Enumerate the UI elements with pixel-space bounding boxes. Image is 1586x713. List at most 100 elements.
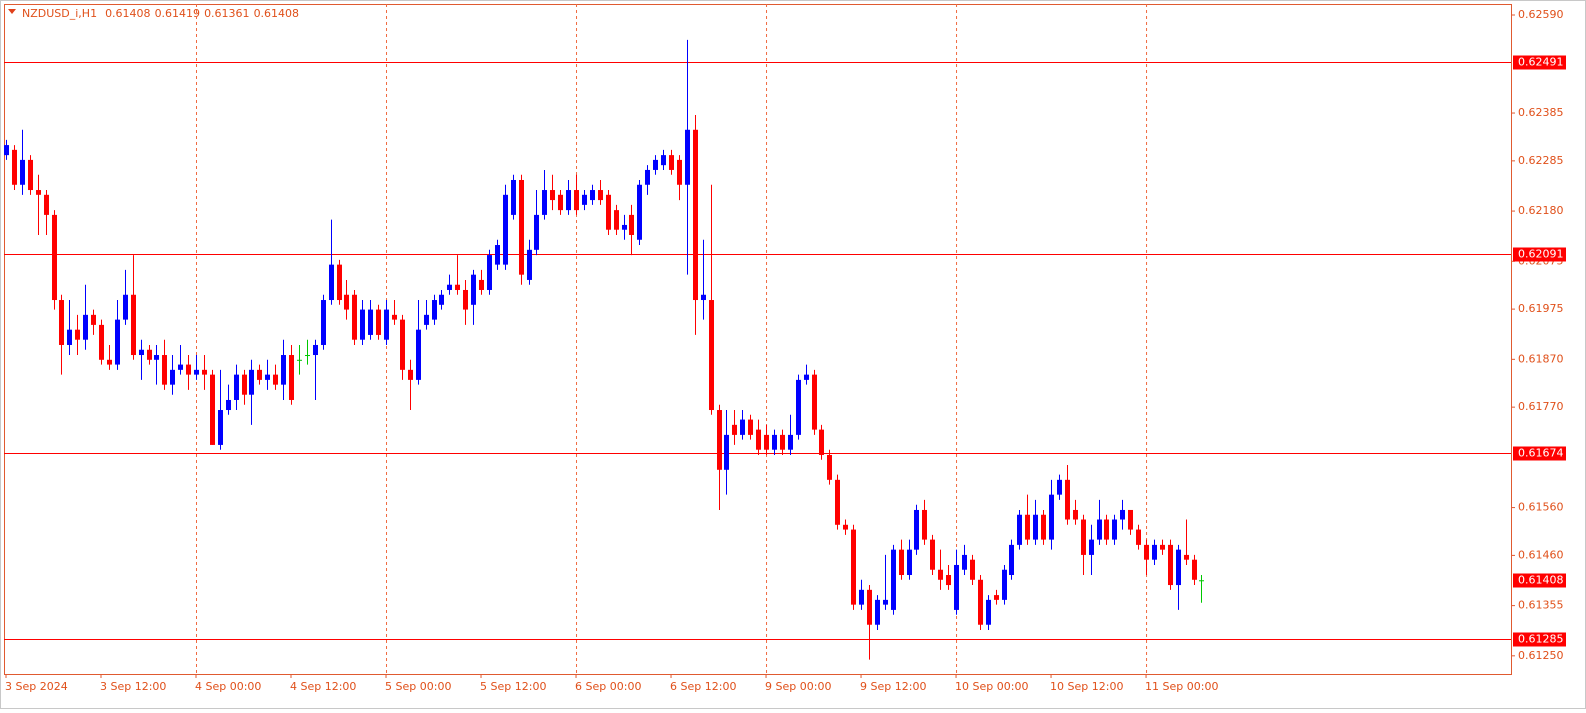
candle-body	[534, 214, 539, 250]
candle-body	[804, 374, 809, 380]
candle-body	[796, 379, 801, 435]
candle-body	[1017, 514, 1022, 545]
candle-body	[424, 314, 429, 325]
candle-body	[297, 359, 302, 361]
candle-body	[1184, 554, 1189, 560]
candle-body	[75, 329, 80, 340]
candle-body	[392, 314, 397, 320]
candle-body	[724, 434, 729, 470]
candle-body	[337, 264, 342, 301]
x-tick-label: 9 Sep 12:00	[860, 680, 926, 693]
candle-body	[139, 349, 144, 356]
y-tick-label: 0.61870	[1518, 352, 1564, 365]
candle-body	[1128, 509, 1133, 530]
candle-body	[622, 224, 627, 230]
candle-body	[709, 300, 714, 411]
candle-body	[44, 194, 49, 215]
candle-body	[914, 509, 919, 550]
header-low: 0.61361	[204, 7, 250, 20]
level-label: 0.61285	[1518, 633, 1564, 646]
candle-body	[52, 214, 57, 301]
candle-body	[946, 575, 951, 586]
candle-body	[154, 355, 159, 360]
candle-body	[28, 159, 33, 191]
candle-body	[637, 184, 642, 240]
candle-body	[1049, 494, 1054, 540]
header-close: 0.61408	[254, 7, 300, 20]
candle-body	[59, 300, 64, 345]
candle-body	[1073, 509, 1078, 520]
y-tick-label: 0.61460	[1518, 548, 1564, 561]
candle-body	[479, 279, 484, 290]
candle-body	[930, 539, 935, 570]
candle-body	[558, 194, 563, 211]
candle-body	[677, 159, 682, 185]
y-tick-label: 0.61355	[1518, 599, 1564, 612]
candle-body	[1168, 544, 1173, 586]
candle-body	[376, 309, 381, 335]
candle-body	[36, 190, 41, 195]
candle-body	[439, 294, 444, 305]
level-label: 0.62491	[1518, 56, 1564, 69]
candle-body	[907, 549, 912, 576]
level-label-box	[1513, 446, 1566, 461]
candle-body	[344, 294, 349, 310]
candle-body	[400, 319, 405, 370]
candle-body	[471, 274, 476, 305]
candle-body	[978, 579, 983, 625]
candle-body	[1081, 519, 1086, 555]
x-tick-label: 6 Sep 12:00	[670, 680, 736, 693]
candle-body	[1199, 580, 1204, 582]
x-tick-label: 3 Sep 12:00	[100, 680, 166, 693]
candle-body	[218, 410, 223, 445]
candle-body	[780, 434, 785, 450]
y-tick-label: 0.61770	[1518, 400, 1564, 413]
candle-body	[1176, 549, 1181, 586]
x-tick-label: 4 Sep 12:00	[290, 680, 356, 693]
candle-body	[1009, 544, 1014, 576]
candle-body	[859, 589, 864, 605]
chart-header: NZDUSD_i,H1 0.61408 0.61419 0.61361 0.61408	[22, 7, 299, 20]
candle-body	[519, 179, 524, 275]
level-label: 0.62091	[1518, 248, 1564, 261]
y-tick-label: 0.62180	[1518, 204, 1564, 217]
y-tick-label: 0.61975	[1518, 302, 1564, 315]
candle-body	[891, 549, 896, 610]
candle-body	[606, 194, 611, 230]
y-tick-label: 0.62285	[1518, 154, 1564, 167]
candle-body	[550, 190, 555, 201]
candle-body	[384, 309, 389, 340]
candle-body	[764, 434, 769, 450]
candle-body	[922, 509, 927, 540]
candle-body	[962, 554, 967, 570]
candle-body	[1120, 509, 1125, 520]
candle-body	[1160, 544, 1165, 550]
candle-body	[1041, 514, 1046, 540]
menu-triangle[interactable]	[8, 9, 16, 14]
y-tick-label: 0.61250	[1518, 649, 1564, 662]
candle-body	[352, 294, 357, 340]
candle-body	[289, 355, 294, 400]
candle-body	[99, 324, 104, 360]
candle-body	[661, 155, 666, 166]
candle-body	[1097, 519, 1102, 540]
y-tick-label: 0.62385	[1518, 106, 1564, 119]
x-tick-label: 5 Sep 12:00	[480, 680, 546, 693]
candle-body	[226, 399, 231, 411]
candle-body	[1152, 544, 1157, 560]
candle-body	[732, 424, 737, 435]
candle-body	[416, 329, 421, 380]
level-label-box	[1513, 632, 1566, 647]
candle-body	[178, 364, 183, 370]
x-tick-label: 10 Sep 00:00	[955, 680, 1028, 693]
level-label-box	[1513, 247, 1566, 262]
candle-body	[265, 374, 270, 380]
candle-body	[123, 294, 128, 320]
candle-body	[598, 190, 603, 201]
x-tick-label: 4 Sep 00:00	[195, 680, 261, 693]
candle-body	[867, 589, 872, 625]
y-tick-label: 0.61560	[1518, 501, 1564, 514]
candle-body	[756, 429, 761, 450]
